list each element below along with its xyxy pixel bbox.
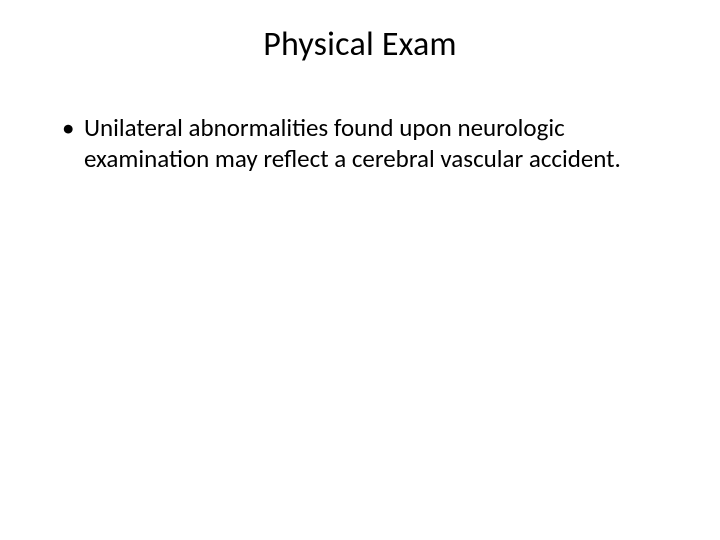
slide-body: • Unilateral abnormalities found upon ne… [48, 113, 672, 174]
bullet-item: • Unilateral abnormalities found upon ne… [62, 113, 672, 174]
bullet-text: Unilateral abnormalities found upon neur… [84, 113, 672, 174]
slide-container: Physical Exam • Unilateral abnormalities… [0, 0, 720, 540]
slide-title: Physical Exam [48, 24, 672, 65]
bullet-marker: • [62, 113, 84, 144]
